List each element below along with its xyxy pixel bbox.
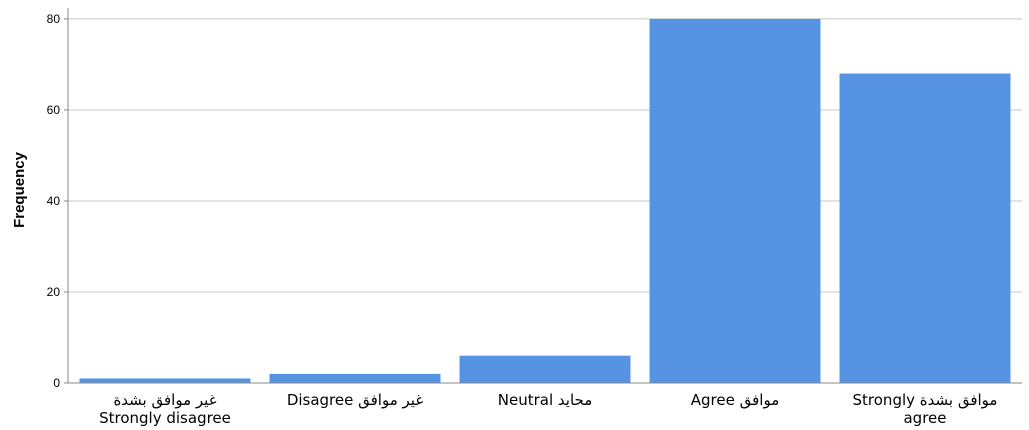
y-tick-label: 40 bbox=[47, 194, 61, 208]
y-tick-labels: 0 20 40 60 80 bbox=[47, 12, 61, 390]
category-label: غير موافق بشدة bbox=[113, 391, 216, 409]
bar bbox=[649, 18, 821, 383]
bar bbox=[839, 73, 1011, 383]
y-tick-label: 0 bbox=[53, 376, 60, 390]
y-tick-label: 20 bbox=[47, 285, 61, 299]
category-label: Neutral محايد bbox=[498, 391, 592, 409]
category-label: Strongly disagree bbox=[99, 409, 231, 427]
y-axis-title: Frequency bbox=[11, 151, 28, 228]
category-label: agree bbox=[903, 409, 946, 427]
bar bbox=[269, 373, 441, 383]
category-label: Agree موافق bbox=[691, 391, 780, 409]
bar bbox=[459, 355, 631, 383]
bar bbox=[79, 378, 251, 383]
bars bbox=[79, 18, 1011, 383]
category-label: Disagree غير موافق bbox=[287, 391, 424, 409]
y-tick-label: 60 bbox=[47, 103, 61, 117]
y-tick-label: 80 bbox=[47, 12, 61, 26]
category-label: Strongly موافق بشدة bbox=[853, 391, 998, 409]
